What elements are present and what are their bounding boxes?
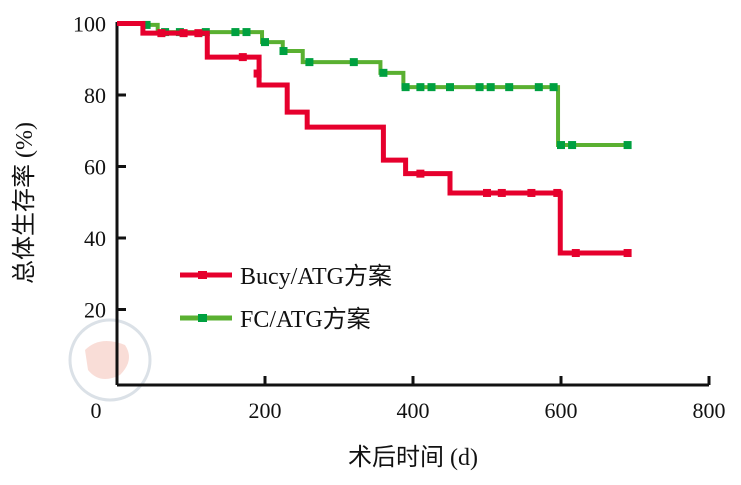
censor-mark bbox=[571, 249, 580, 258]
y-tick-label: 60 bbox=[84, 155, 106, 180]
censor-mark bbox=[231, 28, 240, 37]
x-tick-label: 400 bbox=[397, 398, 430, 423]
watermark-logo bbox=[68, 318, 152, 402]
censor-mark bbox=[279, 47, 288, 56]
censor-mark bbox=[194, 29, 203, 38]
y-tick-label: 20 bbox=[84, 298, 106, 323]
censor-mark bbox=[497, 188, 506, 197]
y-tick-label: 100 bbox=[73, 12, 106, 37]
x-tick-label: 600 bbox=[545, 398, 578, 423]
censor-mark bbox=[427, 83, 436, 92]
censor-mark bbox=[623, 249, 632, 258]
legend-label: FC/ATG方案 bbox=[240, 306, 371, 333]
censor-mark bbox=[238, 53, 247, 62]
x-axis-label: 术后时间 (d) bbox=[348, 444, 478, 471]
censor-mark bbox=[446, 83, 454, 92]
censor-mark bbox=[157, 29, 166, 38]
censor-mark bbox=[401, 83, 410, 92]
censor-mark bbox=[505, 83, 514, 92]
censor-mark bbox=[568, 141, 577, 150]
censor-mark bbox=[416, 169, 425, 178]
y-tick-label: 40 bbox=[84, 226, 106, 251]
censor-mark bbox=[253, 69, 262, 78]
axes bbox=[115, 22, 709, 387]
y-axis-label: 总体生存率 (%) bbox=[11, 122, 38, 284]
x-tick-label: 800 bbox=[693, 398, 726, 423]
legend-marker bbox=[198, 271, 207, 279]
censor-mark bbox=[557, 141, 565, 150]
censor-mark bbox=[549, 83, 558, 92]
censor-mark bbox=[261, 38, 269, 47]
censor-mark bbox=[305, 58, 314, 67]
censor-mark bbox=[486, 83, 495, 92]
legend-label: Bucy/ATG方案 bbox=[240, 263, 392, 290]
censor-mark bbox=[416, 83, 425, 92]
censor-mark bbox=[553, 188, 562, 197]
censor-mark bbox=[534, 83, 543, 92]
censor-mark bbox=[179, 29, 188, 38]
censor-mark bbox=[242, 28, 251, 37]
survival-curve-0 bbox=[117, 21, 628, 256]
censor-mark bbox=[527, 188, 536, 197]
censor-mark bbox=[483, 188, 491, 197]
censor-mark bbox=[142, 20, 151, 29]
censor-mark bbox=[623, 141, 632, 150]
legend-marker bbox=[198, 314, 207, 322]
censor-mark bbox=[475, 83, 484, 92]
legend: Bucy/ATG方案 FC/ATG方案 bbox=[180, 263, 392, 333]
censor-mark bbox=[379, 68, 388, 77]
y-tick-label: 80 bbox=[84, 83, 106, 108]
censor-mark bbox=[349, 58, 358, 67]
x-tick-label: 0 bbox=[91, 398, 102, 423]
x-tick-label: 200 bbox=[249, 398, 282, 423]
